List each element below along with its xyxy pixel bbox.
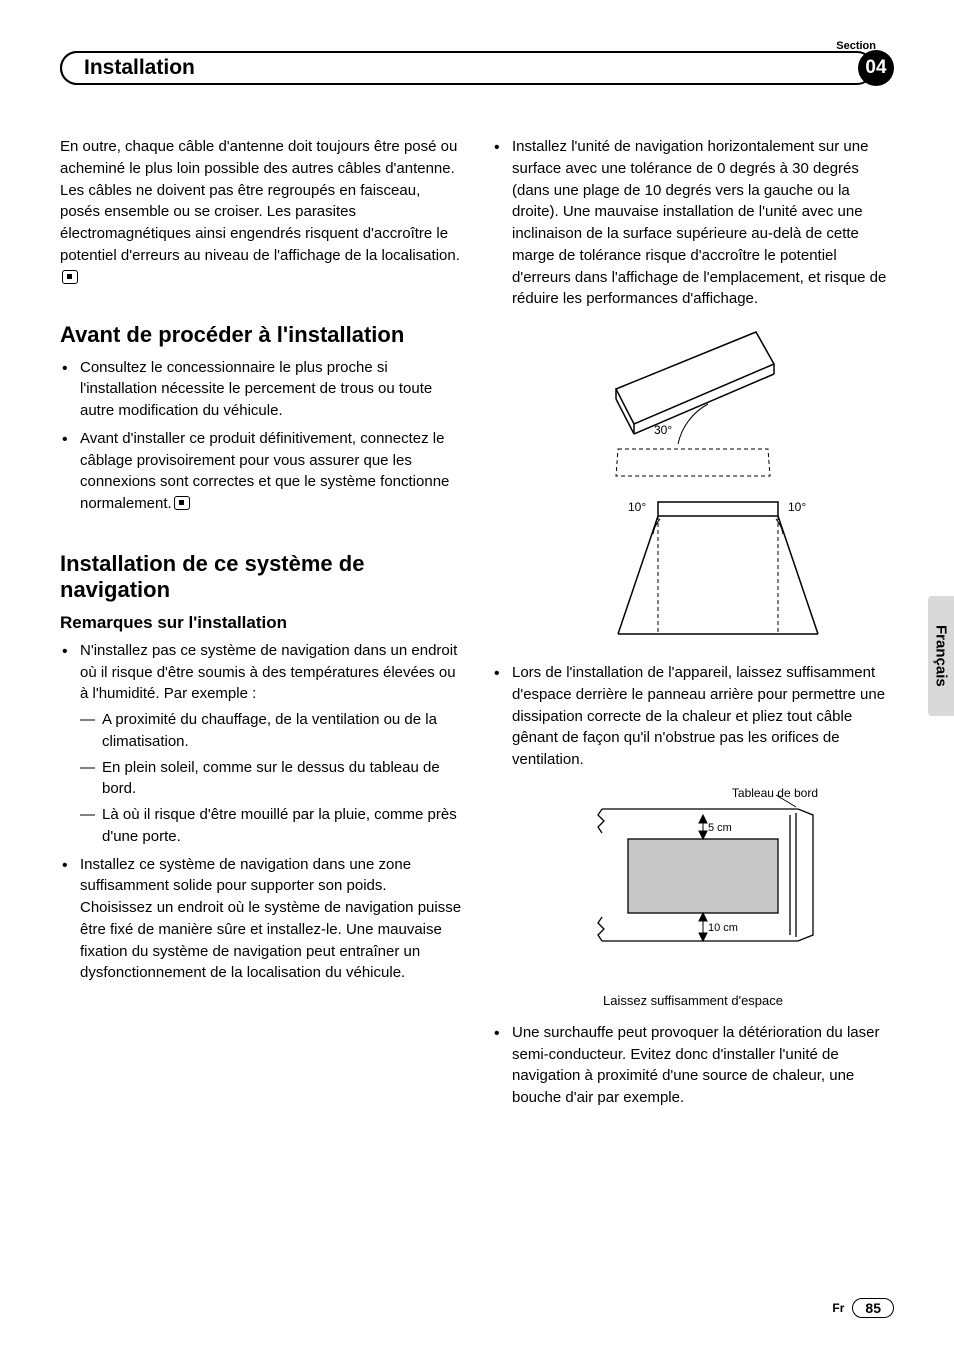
end-mark-icon: [62, 270, 78, 284]
dim-5cm-label: 5 cm: [708, 822, 732, 834]
page-number-badge: 85: [852, 1298, 894, 1318]
dashboard-label: Tableau de bord: [732, 786, 818, 800]
heading-avant: Avant de procéder à l'installation: [60, 322, 462, 348]
section-title: Installation: [62, 56, 195, 80]
list-item: Une surchauffe peut provoquer la détério…: [512, 1022, 894, 1109]
angle-diagram: 30°: [492, 324, 894, 644]
list-item: N'installez pas ce système de navigation…: [80, 640, 462, 848]
footer-lang: Fr: [832, 1301, 844, 1315]
end-mark-icon: [174, 496, 190, 510]
angle-30-label: 30°: [654, 423, 672, 437]
list-item: Installez l'unité de navigation horizont…: [512, 136, 894, 310]
sub-list-item: A proximité du chauffage, de la ventilat…: [102, 709, 462, 753]
list-item: Consultez le concessionnaire le plus pro…: [80, 357, 462, 422]
angle-10-left-label: 10°: [628, 500, 646, 514]
subheading-remarques: Remarques sur l'installation: [60, 612, 462, 634]
clearance-diagram: Tableau de bord: [492, 785, 894, 975]
list-item: Lors de l'installation de l'appareil, la…: [512, 662, 894, 771]
heading-install-sys: Installation de ce système de navigation: [60, 551, 462, 604]
page-footer: Fr 85: [832, 1298, 894, 1318]
list-avant: Consultez le concessionnaire le plus pro…: [60, 357, 462, 515]
dim-10cm-label: 10 cm: [708, 922, 738, 934]
language-tab: Français: [928, 596, 954, 716]
right-column: Installez l'unité de navigation horizont…: [492, 136, 894, 1115]
intro-paragraph: En outre, chaque câble d'antenne doit to…: [60, 136, 462, 288]
left-column: En outre, chaque câble d'antenne doit to…: [60, 136, 462, 1115]
diagram-caption: Laissez suffisamment d'espace: [492, 993, 894, 1008]
section-number-badge: 04: [858, 50, 894, 86]
list-item: Installez ce système de navigation dans …: [80, 854, 462, 985]
sub-list-item: En plein soleil, comme sur le dessus du …: [102, 757, 462, 801]
page-header: Section Installation 04: [60, 50, 894, 86]
angle-10-right-label: 10°: [788, 500, 806, 514]
list-remarques: N'installez pas ce système de navigation…: [60, 640, 462, 984]
list-item: Avant d'installer ce produit définitivem…: [80, 428, 462, 515]
sub-list-item: Là où il risque d'être mouillé par la pl…: [102, 804, 462, 848]
